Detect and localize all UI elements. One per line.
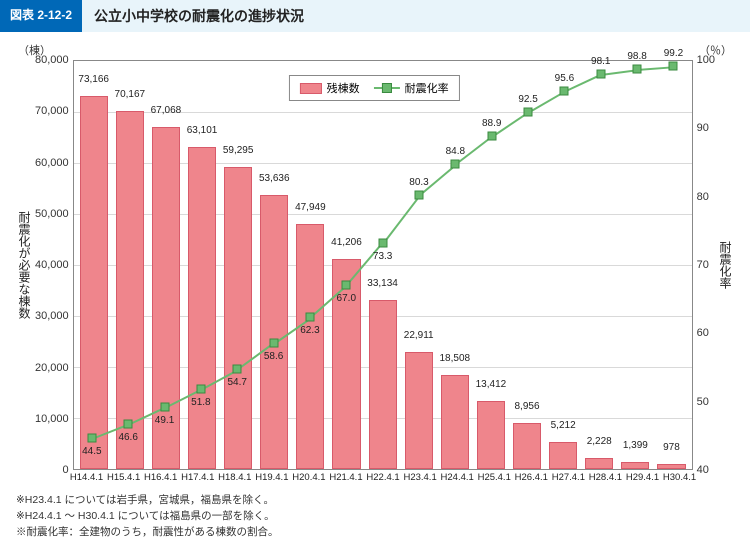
y-left-axis-label: 耐震化が必要な棟数: [16, 211, 35, 319]
bar-slot: 33,134: [365, 61, 401, 469]
x-tick-label: H30.4.1: [661, 472, 698, 483]
bar: [621, 462, 649, 469]
legend-line-label: 耐震化率: [405, 80, 449, 96]
bar: [188, 147, 216, 469]
bar: [80, 96, 108, 469]
legend-item-bars: 残棟数: [300, 80, 360, 96]
chart-box: 耐震化が必要な棟数 80,00070,00060,00050,00040,000…: [16, 60, 734, 470]
bar-value-label: 1,399: [623, 440, 648, 451]
bar-slot: 70,167: [112, 61, 148, 469]
bar-slot: 18,508: [437, 61, 473, 469]
bars-layer: 73,166 70,167 67,068 63,101 59,295 53,636 47,9…: [74, 61, 692, 469]
figure-tag: 図表 2-12-2: [0, 0, 82, 32]
x-tick-label: H25.4.1: [476, 472, 513, 483]
bar: [513, 423, 541, 469]
legend-bars-label: 残棟数: [327, 80, 360, 96]
legend-item-line: 耐震化率: [374, 80, 449, 96]
footnotes: ※H23.4.1 については岩手県，宮城県，福島県を除く。※H24.4.1 ～ …: [0, 489, 750, 552]
bar: [441, 375, 469, 469]
bar-value-label: 8,956: [515, 401, 540, 412]
bar-value-label: 5,212: [551, 420, 576, 431]
y-right-axis-label: 耐震化率: [715, 241, 734, 289]
legend: 残棟数 耐震化率: [289, 75, 460, 101]
bar: [477, 401, 505, 469]
bar-slot: 1,399: [617, 61, 653, 469]
x-tick-label: H15.4.1: [105, 472, 142, 483]
bar-value-label: 70,167: [115, 89, 146, 100]
x-tick-label: H23.4.1: [402, 472, 439, 483]
bar-slot: 59,295: [220, 61, 256, 469]
bar-value-label: 73,166: [78, 74, 109, 85]
bar-slot: 8,956: [509, 61, 545, 469]
bar-slot: 67,068: [148, 61, 184, 469]
bar-value-label: 67,068: [151, 105, 182, 116]
x-tick-label: H19.4.1: [253, 472, 290, 483]
bar-slot: 13,412: [473, 61, 509, 469]
figure-wrapper: 図表 2-12-2 公立小中学校の耐震化の進捗状況 （棟） （％） 耐震化が必要…: [0, 0, 750, 552]
bar-slot: 41,206: [328, 61, 364, 469]
x-tick-label: H29.4.1: [624, 472, 661, 483]
bar-slot: 978: [653, 61, 689, 469]
bar-value-label: 978: [663, 442, 680, 453]
bar-slot: 63,101: [184, 61, 220, 469]
bar: [657, 464, 685, 469]
bar-value-label: 2,228: [587, 436, 612, 447]
x-tick-label: H21.4.1: [327, 472, 364, 483]
x-tick-label: H16.4.1: [142, 472, 179, 483]
bar: [332, 259, 360, 469]
x-tick-label: H28.4.1: [587, 472, 624, 483]
x-tick-label: H26.4.1: [513, 472, 550, 483]
plot-area: 残棟数 耐震化率 73,166 70,167 67,068 63,101 59,295 5…: [73, 60, 693, 470]
bar: [152, 127, 180, 469]
bar: [260, 195, 288, 469]
bar: [369, 300, 397, 469]
y-left-ticks: 80,00070,00060,00050,00040,00030,00020,0…: [35, 60, 73, 470]
bar-slot: 47,949: [292, 61, 328, 469]
footnote-line: ※耐震化率：全建物のうち，耐震性がある棟数の割合。: [16, 525, 734, 541]
bar: [585, 458, 613, 469]
bar-value-label: 59,295: [223, 145, 254, 156]
bar-slot: 2,228: [581, 61, 617, 469]
bar-value-label: 18,508: [440, 353, 471, 364]
bar: [296, 224, 324, 469]
bar-value-label: 63,101: [187, 125, 218, 136]
x-tick-label: H20.4.1: [290, 472, 327, 483]
bar-slot: 5,212: [545, 61, 581, 469]
bar-value-label: 33,134: [367, 278, 398, 289]
bar-slot: 73,166: [76, 61, 112, 469]
figure-title: 公立小中学校の耐震化の進捗状況: [82, 0, 316, 32]
footnote-line: ※H24.4.1 ～ H30.4.1 については福島県の一部を除く。: [16, 509, 734, 525]
chart-area: （棟） （％） 耐震化が必要な棟数 80,00070,00060,00050,0…: [0, 32, 750, 489]
x-tick-label: H14.4.1: [68, 472, 105, 483]
bar-slot: 22,911: [401, 61, 437, 469]
x-tick-label: H24.4.1: [439, 472, 476, 483]
x-axis-labels: H14.4.1H15.4.1H16.4.1H17.4.1H18.4.1H19.4…: [68, 470, 698, 483]
xlabels-row: H14.4.1H15.4.1H16.4.1H17.4.1H18.4.1H19.4…: [16, 470, 734, 483]
figure-header: 図表 2-12-2 公立小中学校の耐震化の進捗状況: [0, 0, 750, 32]
line-icon: [374, 87, 400, 89]
x-tick-label: H22.4.1: [365, 472, 402, 483]
bar-value-label: 13,412: [476, 379, 507, 390]
bar: [549, 442, 577, 469]
bar: [116, 111, 144, 469]
bar-value-label: 22,911: [404, 330, 434, 341]
bar: [405, 352, 433, 469]
bar-value-label: 41,206: [331, 237, 362, 248]
bar: [224, 167, 252, 469]
bar-value-label: 47,949: [295, 202, 326, 213]
x-tick-label: H27.4.1: [550, 472, 587, 483]
y-right-ticks: 100908070605040: [693, 60, 715, 470]
footnote-line: ※H23.4.1 については岩手県，宮城県，福島県を除く。: [16, 493, 734, 509]
x-tick-label: H17.4.1: [179, 472, 216, 483]
bar-icon: [300, 83, 322, 94]
bar-value-label: 53,636: [259, 173, 290, 184]
x-tick-label: H18.4.1: [216, 472, 253, 483]
axis-units-row: （棟） （％）: [16, 42, 734, 60]
bar-slot: 53,636: [256, 61, 292, 469]
